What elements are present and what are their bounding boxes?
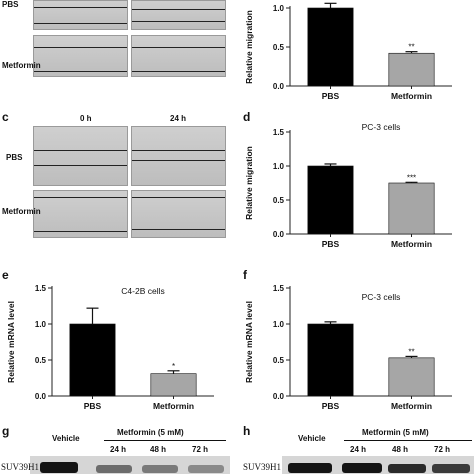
- y-tick-label: 1.0: [273, 4, 285, 13]
- y-tick-label: 0.5: [35, 356, 47, 365]
- bar-metformin: [388, 357, 435, 397]
- x-tick-label: PBS: [322, 91, 340, 101]
- blot-h-time-48h: 48 h: [392, 445, 409, 454]
- chart-e-relative-mrna-c42b: 0.0 0.5 1.0 1.5 Relative mRNA level C4-2B cel…: [6, 284, 214, 411]
- blot-h-treatment-bracket: [344, 440, 472, 441]
- bar-pbs: [307, 7, 354, 87]
- x-tick-label: PBS: [322, 239, 340, 249]
- bar-metformin: [388, 182, 435, 235]
- panel-letter-c: c: [2, 110, 9, 124]
- micrograph-a-met-0h: [33, 35, 128, 77]
- chart-title: PC-3 cells: [362, 292, 401, 302]
- bar-metformin: [388, 52, 435, 87]
- blot-h-band-vehicle: [288, 463, 332, 473]
- panel-letter-h: h: [243, 424, 251, 438]
- y-tick-label: 1.5: [273, 128, 285, 137]
- blot-g-time-72h: 72 h: [192, 445, 209, 454]
- y-tick-label: 1.5: [35, 284, 47, 293]
- blot-g-band-24h: [96, 465, 132, 473]
- column-label-0h: 0 h: [80, 114, 92, 123]
- blot-h-band-48h: [388, 464, 426, 473]
- row-label-metformin-c: Metformin: [2, 207, 41, 216]
- panel-letter-f: f: [243, 268, 247, 282]
- chart-d-relative-migration-pc3: 0.0 0.5 1.0 1.5 Relative migration PC-3 cells…: [244, 122, 452, 249]
- blot-g-treatment-label: Metformin (5 mM): [117, 428, 184, 437]
- significance-mark: ***: [407, 173, 416, 182]
- panel-letter-g: g: [2, 424, 10, 438]
- panel-letter-e: e: [2, 268, 9, 282]
- panel-letter-d: d: [243, 110, 251, 124]
- micrograph-c-met-0h: [33, 190, 128, 238]
- blot-g-band-72h: [188, 465, 224, 473]
- x-tick-label: Metformin: [391, 239, 432, 249]
- micrograph-a-met-24h: [131, 35, 226, 77]
- row-label-metformin-a: Metformin: [2, 61, 41, 70]
- y-tick-label: 1.5: [273, 284, 285, 293]
- bar-metformin: [150, 373, 197, 397]
- bar-pbs: [307, 165, 354, 235]
- chart-b-relative-migration: 0.0 0.5 1.0 Relative migration PBS ** Metformi…: [244, 2, 452, 101]
- blot-h-protein-label: SUV39H1: [243, 462, 282, 472]
- blot-g-time-24h: 24 h: [110, 445, 127, 454]
- micrograph-c-pbs-24h: [131, 126, 226, 186]
- y-tick-label: 0.5: [273, 196, 285, 205]
- blot-h-band-24h: [342, 463, 382, 473]
- micrograph-a-pbs-0h: [33, 0, 128, 30]
- x-tick-label: Metformin: [391, 401, 432, 411]
- y-axis-label: Relative migration: [244, 146, 254, 220]
- blot-g-protein-label: SUV39H1: [1, 462, 40, 472]
- y-tick-label: 1.0: [35, 320, 47, 329]
- y-axis-label: Relative mRNA level: [6, 301, 16, 383]
- x-tick-label: PBS: [322, 401, 340, 411]
- significance-mark: **: [408, 43, 414, 52]
- blot-h-vehicle-label: Vehicle: [298, 434, 326, 443]
- chart-title: PC-3 cells: [362, 122, 401, 132]
- y-tick-label: 1.0: [273, 320, 285, 329]
- y-tick-label: 0.0: [35, 392, 47, 401]
- blot-g-band-vehicle: [40, 462, 78, 473]
- blot-g-vehicle-label: Vehicle: [52, 434, 80, 443]
- y-tick-label: 0.5: [273, 43, 285, 52]
- column-label-24h: 24 h: [170, 114, 187, 123]
- y-tick-label: 0.5: [273, 356, 285, 365]
- row-label-pbs-a: PBS: [2, 0, 19, 9]
- y-tick-label: 0.0: [273, 392, 285, 401]
- micrograph-c-met-24h: [131, 190, 226, 238]
- y-axis-label: Relative migration: [244, 10, 254, 84]
- blot-g-band-48h: [142, 465, 178, 473]
- bar-pbs: [69, 323, 116, 397]
- blot-h-band-72h: [432, 464, 470, 473]
- y-axis-label: Relative mRNA level: [244, 301, 254, 383]
- blot-h-membrane: [282, 456, 474, 474]
- blot-h-treatment-label: Metformin (5 mM): [362, 428, 429, 437]
- blot-h-time-72h: 72 h: [434, 445, 451, 454]
- micrograph-a-pbs-24h: [131, 0, 226, 30]
- blot-h-time-24h: 24 h: [350, 445, 367, 454]
- y-tick-label: 1.0: [273, 162, 285, 171]
- blot-g-treatment-bracket: [104, 440, 226, 441]
- bar-pbs: [307, 323, 354, 397]
- significance-mark: **: [408, 347, 414, 356]
- blot-g-membrane: [30, 456, 230, 474]
- x-tick-label: Metformin: [391, 91, 432, 101]
- x-tick-label: PBS: [84, 401, 102, 411]
- x-tick-label: Metformin: [153, 401, 194, 411]
- chart-f-relative-mrna-pc3: 0.0 0.5 1.0 1.5 Relative mRNA level PC-3 cell…: [244, 284, 452, 411]
- row-label-pbs-c: PBS: [6, 153, 23, 162]
- significance-mark: *: [172, 362, 175, 371]
- chart-title: C4-2B cells: [121, 286, 164, 296]
- y-tick-label: 0.0: [273, 230, 285, 239]
- micrograph-c-pbs-0h: [33, 126, 128, 186]
- blot-g-time-48h: 48 h: [150, 445, 167, 454]
- y-tick-label: 0.0: [273, 82, 285, 91]
